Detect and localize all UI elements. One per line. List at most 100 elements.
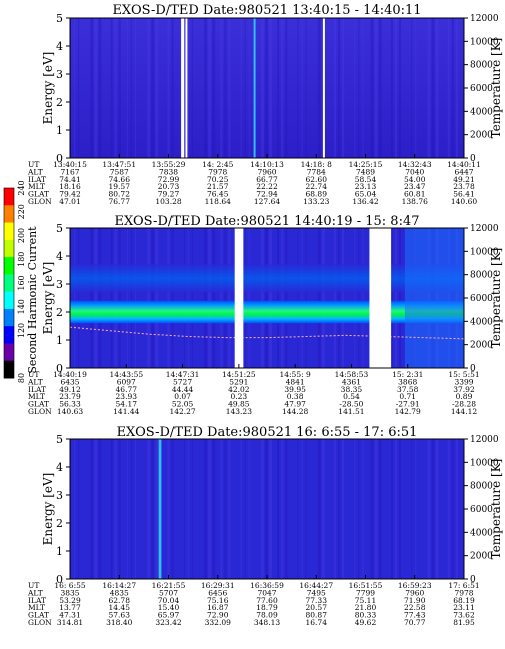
table-cell: 7799 <box>356 588 375 597</box>
texture-column <box>431 439 435 579</box>
table-cell: 42.02 <box>228 385 250 394</box>
y2-tick-label: 6000 <box>470 294 493 304</box>
texture-column <box>354 439 356 579</box>
y2-tick-label: 2000 <box>470 552 493 562</box>
table-cell: 20.73 <box>158 182 180 191</box>
y2-tick-label: 12000 <box>470 224 499 234</box>
texture-column <box>130 439 132 579</box>
texture-column <box>134 228 136 368</box>
y2-tick-label: 6000 <box>470 505 493 515</box>
texture-column <box>455 439 458 579</box>
table-cell: 0.89 <box>456 392 473 401</box>
table-cell: 16.87 <box>207 603 229 612</box>
table-row-label: UT <box>28 160 39 169</box>
table-cell: 22.58 <box>404 603 426 612</box>
y2-axis-label: Temperature [K] <box>489 38 503 139</box>
table-cell: 3868 <box>398 377 417 386</box>
table-cell: 22.74 <box>306 182 328 191</box>
texture-column <box>285 439 288 579</box>
table-cell: 62.78 <box>109 596 131 605</box>
y2-tick-label: 12000 <box>470 435 499 445</box>
y-axis-label: Energy [eV] <box>41 52 55 125</box>
table-cell: 65.04 <box>355 190 377 199</box>
texture-column <box>297 18 299 158</box>
table-cell: 3399 <box>454 377 473 386</box>
table-cell: 14:55: 9 <box>279 370 311 379</box>
table-cell: 6456 <box>208 588 227 597</box>
table-cell: 23.47 <box>404 182 426 191</box>
table-cell: 23.11 <box>453 603 474 612</box>
texture-column <box>98 18 102 158</box>
table-cell: 140.60 <box>451 197 477 206</box>
texture-column <box>240 439 242 579</box>
table-row-label: ILAT <box>28 596 46 605</box>
texture-column <box>354 18 356 158</box>
colorbar-segment <box>4 222 14 241</box>
texture-column <box>191 439 193 579</box>
texture-column <box>411 439 413 579</box>
texture-column <box>321 228 325 368</box>
texture-column <box>281 439 284 579</box>
table-cell: 13.77 <box>59 603 81 612</box>
texture-column <box>317 18 321 158</box>
texture-column <box>114 228 117 368</box>
table-cell: 13:55:29 <box>152 160 186 169</box>
table-row-label: GLAT <box>28 190 49 199</box>
data-gap <box>322 18 325 158</box>
table-cell: 7587 <box>110 167 129 176</box>
y2-tick-label: 2000 <box>470 341 493 351</box>
table-cell: 39.95 <box>284 385 306 394</box>
texture-column <box>358 439 360 579</box>
table-cell: 58.54 <box>355 175 377 184</box>
y2-tick-label: 0 <box>470 154 476 164</box>
table-cell: 127.64 <box>254 197 280 206</box>
table-cell: 0.71 <box>399 392 416 401</box>
table-cell: -28.50 <box>339 400 363 409</box>
table-cell: 13:40:15 <box>53 160 87 169</box>
texture-column <box>281 228 284 368</box>
colorbar-segment <box>4 274 14 293</box>
texture-column <box>118 228 121 368</box>
data-gap <box>369 228 392 368</box>
table-cell: 23.78 <box>453 182 475 191</box>
plot-area <box>70 228 464 368</box>
texture-column <box>187 439 189 579</box>
table-cell: 14:47:31 <box>166 370 200 379</box>
texture-column <box>411 18 413 158</box>
texture-column <box>378 439 382 579</box>
texture-column <box>187 18 189 158</box>
table-cell: 17: 6:51 <box>448 581 479 590</box>
texture-column <box>208 228 212 368</box>
texture-column <box>224 228 227 368</box>
colorbar-label: Second Harmonic Current <box>26 226 39 374</box>
texture-column <box>130 18 132 158</box>
texture-column <box>435 439 439 579</box>
texture-column <box>74 439 76 579</box>
table-cell: 80.87 <box>306 611 328 620</box>
table-cell: 7167 <box>60 167 79 176</box>
texture-column <box>220 439 223 579</box>
texture-column <box>126 439 128 579</box>
texture-column <box>269 228 273 368</box>
table-cell: 143.23 <box>226 407 252 416</box>
texture-column <box>224 439 227 579</box>
table-cell: 56.41 <box>453 190 474 199</box>
table-cell: 72.99 <box>158 175 180 184</box>
texture-column <box>114 18 117 158</box>
texture-column <box>305 439 307 579</box>
table-cell: 4841 <box>286 377 305 386</box>
texture-column <box>191 228 193 368</box>
texture-column <box>167 228 170 368</box>
chart-title: EXOS-D/TED Date:980521 14:40:19 - 15: 8:… <box>115 214 420 229</box>
colorbar: 80 120 140 160 180 200 220 240 Second Harmonic C… <box>3 180 39 383</box>
table-cell: 46.77 <box>116 385 138 394</box>
table-cell: 6447 <box>454 167 473 176</box>
texture-column <box>264 228 268 368</box>
table-cell: 7040 <box>405 167 424 176</box>
table-cell: 72.94 <box>256 190 278 199</box>
table-cell: 103.28 <box>155 197 181 206</box>
colorbar-tick-label: 80 <box>17 373 26 383</box>
table-cell: 14:40:19 <box>53 370 87 379</box>
texture-column <box>183 228 185 368</box>
